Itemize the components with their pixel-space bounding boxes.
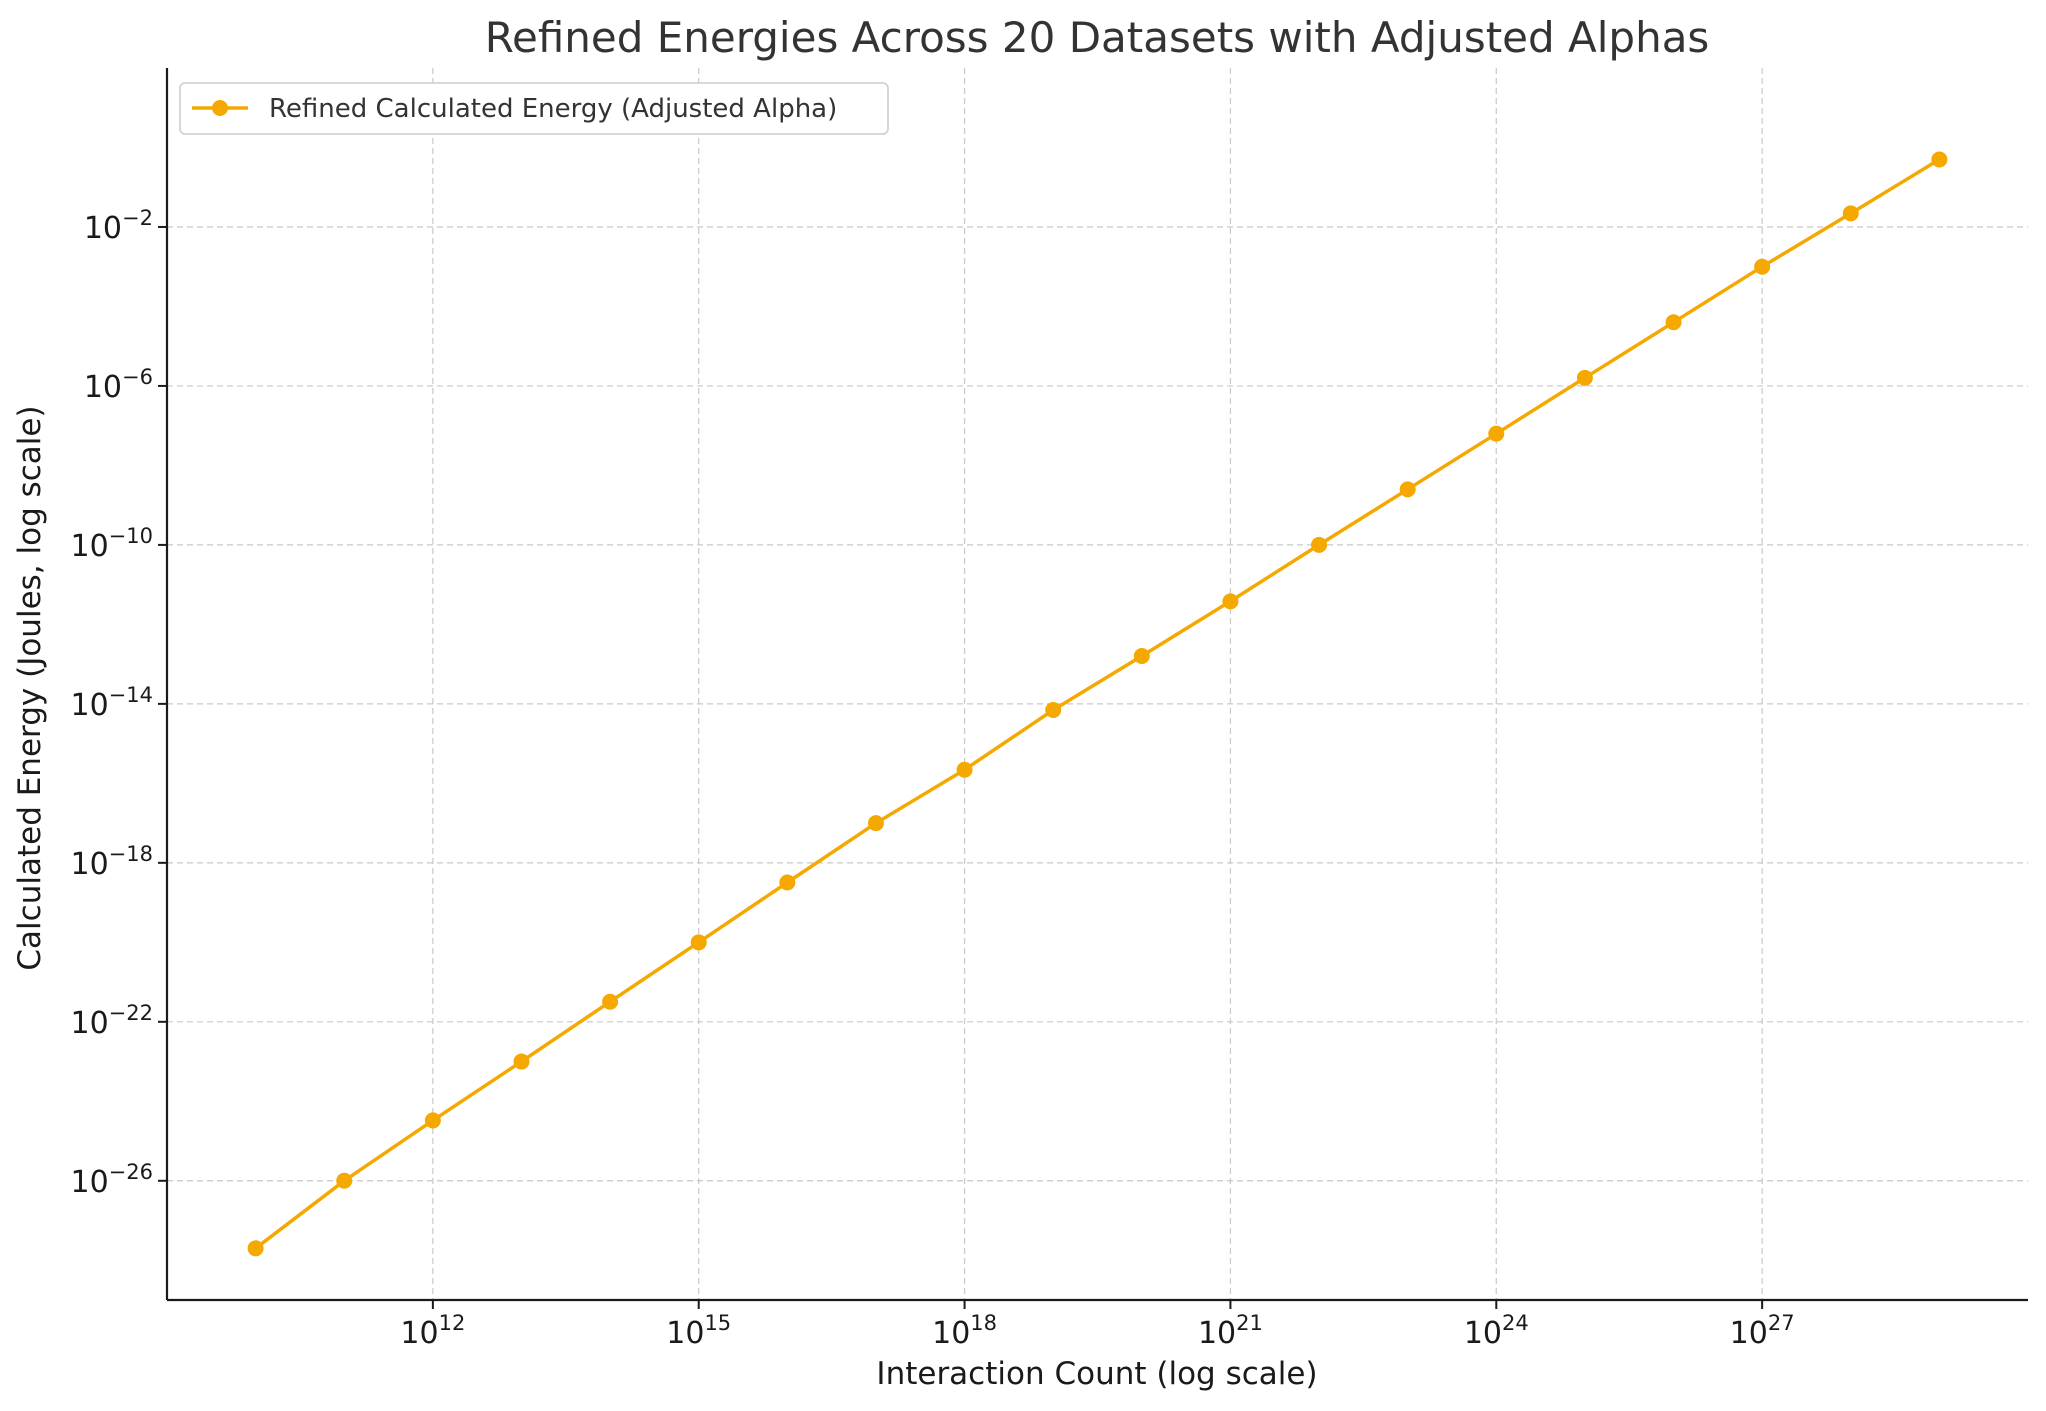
data-point (956, 761, 973, 778)
legend: Refined Calculated Energy (Adjusted Alph… (179, 82, 889, 135)
x-tick-label: 1027 (1730, 1311, 1795, 1351)
x-tick-label: 1018 (932, 1311, 997, 1351)
axes (158, 68, 2028, 1309)
legend-frame (179, 82, 889, 135)
grid (167, 68, 2028, 1300)
series-line (254, 157, 1941, 1250)
data-point (779, 874, 796, 891)
data-point (1488, 425, 1505, 442)
y-tick-label: 10−14 (70, 683, 153, 723)
data-point (1931, 151, 1948, 168)
legend-marker-swatch (212, 100, 228, 116)
x-tick-label: 1024 (1464, 1311, 1529, 1351)
y-tick-label: 10−26 (70, 1160, 153, 1200)
data-point (690, 934, 707, 951)
tick-labels: 1012 1015 1018 1021 1024 1027 10−26 10−22 10−18 1… (70, 206, 1794, 1351)
data-point (424, 1112, 441, 1129)
data-point (867, 815, 884, 832)
legend-label: Refined Calculated Energy (Adjusted Alph… (269, 94, 837, 124)
y-tick-label: 10−18 (70, 842, 153, 882)
data-point (1045, 702, 1062, 719)
data-point (1399, 481, 1416, 498)
data-point (1576, 369, 1593, 386)
y-axis-label: Calculated Energy (Joules, log scale) (12, 405, 48, 970)
series-layer (247, 151, 1948, 1257)
data-point (1842, 205, 1859, 222)
data-point (602, 993, 619, 1010)
y-tick-label: 10−2 (84, 206, 153, 246)
data-point (1311, 536, 1328, 553)
data-point (1665, 314, 1682, 331)
x-axis-label: Interaction Count (log scale) (876, 1356, 1317, 1392)
data-point (1754, 258, 1771, 275)
y-tick-label: 10−6 (84, 365, 153, 405)
data-point (513, 1053, 530, 1070)
data-point (247, 1240, 264, 1257)
x-tick-label: 1015 (666, 1311, 731, 1351)
data-point (1222, 593, 1239, 610)
data-point (1133, 648, 1150, 665)
data-point (336, 1172, 353, 1189)
x-tick-label: 1012 (400, 1311, 465, 1351)
x-tick-label: 1021 (1198, 1311, 1263, 1351)
chart-title: Refined Energies Across 20 Datasets with… (485, 13, 1710, 62)
y-tick-label: 10−10 (70, 524, 153, 564)
y-tick-label: 10−22 (70, 1001, 153, 1041)
